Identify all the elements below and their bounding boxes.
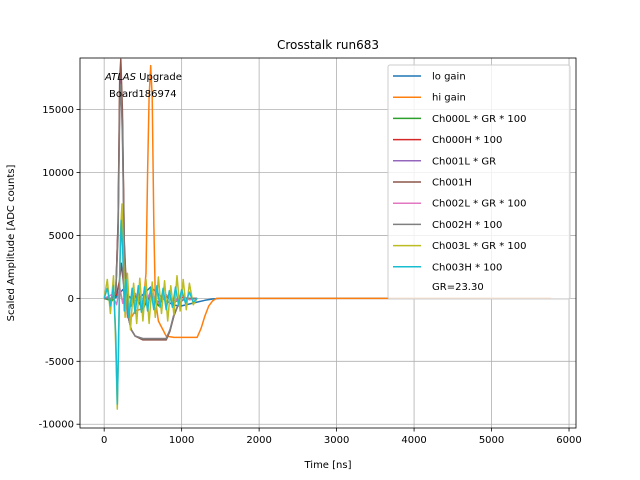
chart-title: Crosstalk run683 (277, 38, 379, 52)
legend-items: lo gain hi gain Ch000L * GR * 100 Ch000H * … (393, 72, 526, 273)
y-tick-label: 5000 (49, 231, 74, 242)
atlas-label: ATLAS (104, 72, 137, 83)
legend-label: Ch001L * GR (432, 156, 496, 167)
legend-gr-text: GR=23.30 (432, 282, 484, 293)
board-annotation: Board186974 (109, 89, 177, 100)
x-tick-label: 3000 (324, 435, 349, 446)
y-axis-label: Scaled Amplitude [ADC counts] (6, 165, 17, 322)
y-tick-label: -10000 (39, 420, 74, 431)
y-tick-label: 15000 (42, 105, 74, 116)
y-tick-label: -5000 (45, 357, 74, 368)
legend-label: Ch001H (432, 178, 472, 189)
legend-label: Ch002L * GR * 100 (432, 199, 526, 210)
legend-label: lo gain (432, 72, 466, 83)
legend-label: hi gain (432, 93, 466, 104)
x-axis-label: Time [ns] (303, 460, 351, 471)
legend-label: Ch003L * GR * 100 (432, 241, 526, 252)
y-tick-label: 10000 (42, 168, 74, 179)
atlas-annotation: ATLAS Upgrade (104, 72, 182, 83)
ticks: 0 1000 2000 3000 4000 5000 6000 -10000 -5000 0 500… (39, 105, 582, 446)
y-tick-label: 0 (68, 294, 74, 305)
legend-label: Ch000H * 100 (432, 135, 502, 146)
x-tick-label: 4000 (401, 435, 426, 446)
legend-box (387, 64, 571, 300)
x-tick-label: 5000 (479, 435, 504, 446)
x-tick-label: 2000 (246, 435, 271, 446)
upgrade-label: Upgrade (136, 72, 182, 83)
x-tick-label: 6000 (556, 435, 581, 446)
series-line-9 (103, 219, 198, 405)
x-tick-label: 1000 (169, 435, 194, 446)
axes-frame (79, 57, 577, 429)
legend-label: Ch003H * 100 (432, 262, 502, 273)
x-tick-label: 0 (101, 435, 107, 446)
legend: lo gain hi gain Ch000L * GR * 100 Ch000H * … (387, 64, 571, 300)
legend-label: Ch002H * 100 (432, 220, 502, 231)
legend-label: Ch000L * GR * 100 (432, 114, 526, 125)
plot-area (103, 58, 552, 410)
